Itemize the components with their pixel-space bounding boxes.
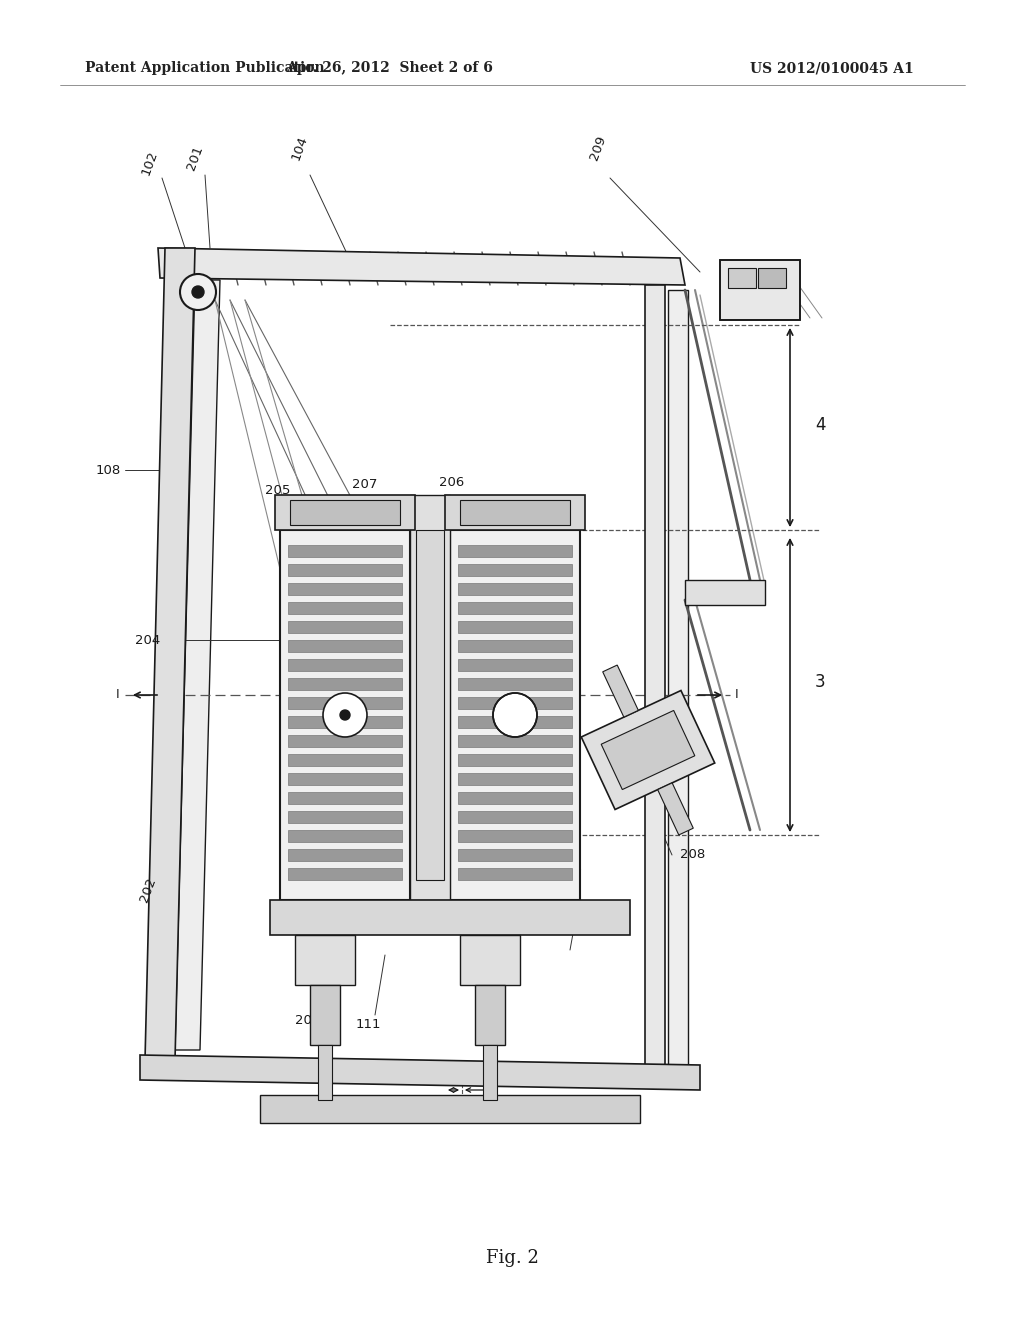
Bar [460,500,570,525]
Bar [288,697,402,709]
Bar [458,545,572,557]
Bar [458,849,572,861]
Text: 111: 111 [355,1019,381,1031]
Circle shape [493,693,537,737]
Text: 1: 1 [443,1104,451,1117]
Bar [288,678,402,690]
Bar [720,260,800,319]
Bar [288,640,402,652]
Bar [720,260,800,319]
Text: US 2012/0100045 A1: US 2012/0100045 A1 [750,61,913,75]
Text: Fig. 2: Fig. 2 [412,686,449,700]
Bar [458,754,572,766]
Text: 204: 204 [135,634,161,647]
Bar [458,792,572,804]
Circle shape [193,286,204,298]
Bar [288,583,402,595]
Text: 3: 3 [815,673,825,690]
Bar [288,849,402,861]
Bar [458,583,572,595]
Text: 207: 207 [352,479,378,491]
Text: 209: 209 [588,133,608,162]
Text: 4: 4 [815,416,825,434]
Polygon shape [175,280,220,1049]
Bar [458,697,572,709]
Bar [657,783,693,836]
Bar [288,735,402,747]
Text: Fig. 2: Fig. 2 [485,1249,539,1267]
Text: I: I [735,689,738,701]
Bar [310,985,340,1045]
Bar [288,869,402,880]
Bar [288,715,402,729]
Text: 2: 2 [486,1104,494,1117]
Bar [458,620,572,634]
Text: 110: 110 [564,861,586,890]
Polygon shape [140,1055,700,1090]
Bar [475,985,505,1045]
Bar [458,830,572,842]
Bar [318,1045,332,1100]
Bar [280,531,410,900]
Bar [458,564,572,576]
Bar [288,545,402,557]
Bar [458,715,572,729]
Text: I: I [116,689,120,701]
Bar [288,774,402,785]
Bar [445,495,585,531]
Bar [288,620,402,634]
Text: 206: 206 [439,477,465,490]
Bar [260,1096,640,1123]
Bar [483,1045,497,1100]
Polygon shape [145,248,195,1060]
Circle shape [180,275,216,310]
Bar [458,869,572,880]
Circle shape [340,710,350,719]
Bar [288,810,402,822]
Polygon shape [668,290,688,1080]
Text: 108: 108 [95,463,121,477]
Text: Apr. 26, 2012  Sheet 2 of 6: Apr. 26, 2012 Sheet 2 of 6 [287,61,494,75]
Bar [288,659,402,671]
Bar [458,678,572,690]
Bar [458,735,572,747]
Text: 202: 202 [137,876,159,904]
Bar [288,754,402,766]
Bar [275,495,415,531]
Bar [458,810,572,822]
Text: 104: 104 [290,133,310,162]
Text: 208: 208 [680,849,706,862]
Bar [582,690,715,809]
Bar [295,935,355,985]
Text: Patent Application Publication: Patent Application Publication [85,61,325,75]
Bar [728,268,756,288]
Bar [450,531,580,900]
Polygon shape [685,579,765,605]
Text: 201: 201 [184,144,206,172]
Bar [290,500,400,525]
Bar [288,792,402,804]
Bar [288,564,402,576]
Bar [458,659,572,671]
Bar [458,640,572,652]
Bar [601,710,695,789]
Bar [288,602,402,614]
Polygon shape [645,285,665,1071]
Bar [758,268,786,288]
Bar [416,531,444,880]
Text: 203: 203 [295,1014,321,1027]
Bar [458,774,572,785]
Polygon shape [158,248,685,285]
Bar [460,935,520,985]
Text: 205: 205 [265,483,291,496]
Circle shape [323,693,367,737]
Bar [410,495,450,900]
Bar [603,665,638,717]
Bar [288,830,402,842]
Bar [458,602,572,614]
Bar [270,900,630,935]
Text: 102: 102 [139,149,161,177]
